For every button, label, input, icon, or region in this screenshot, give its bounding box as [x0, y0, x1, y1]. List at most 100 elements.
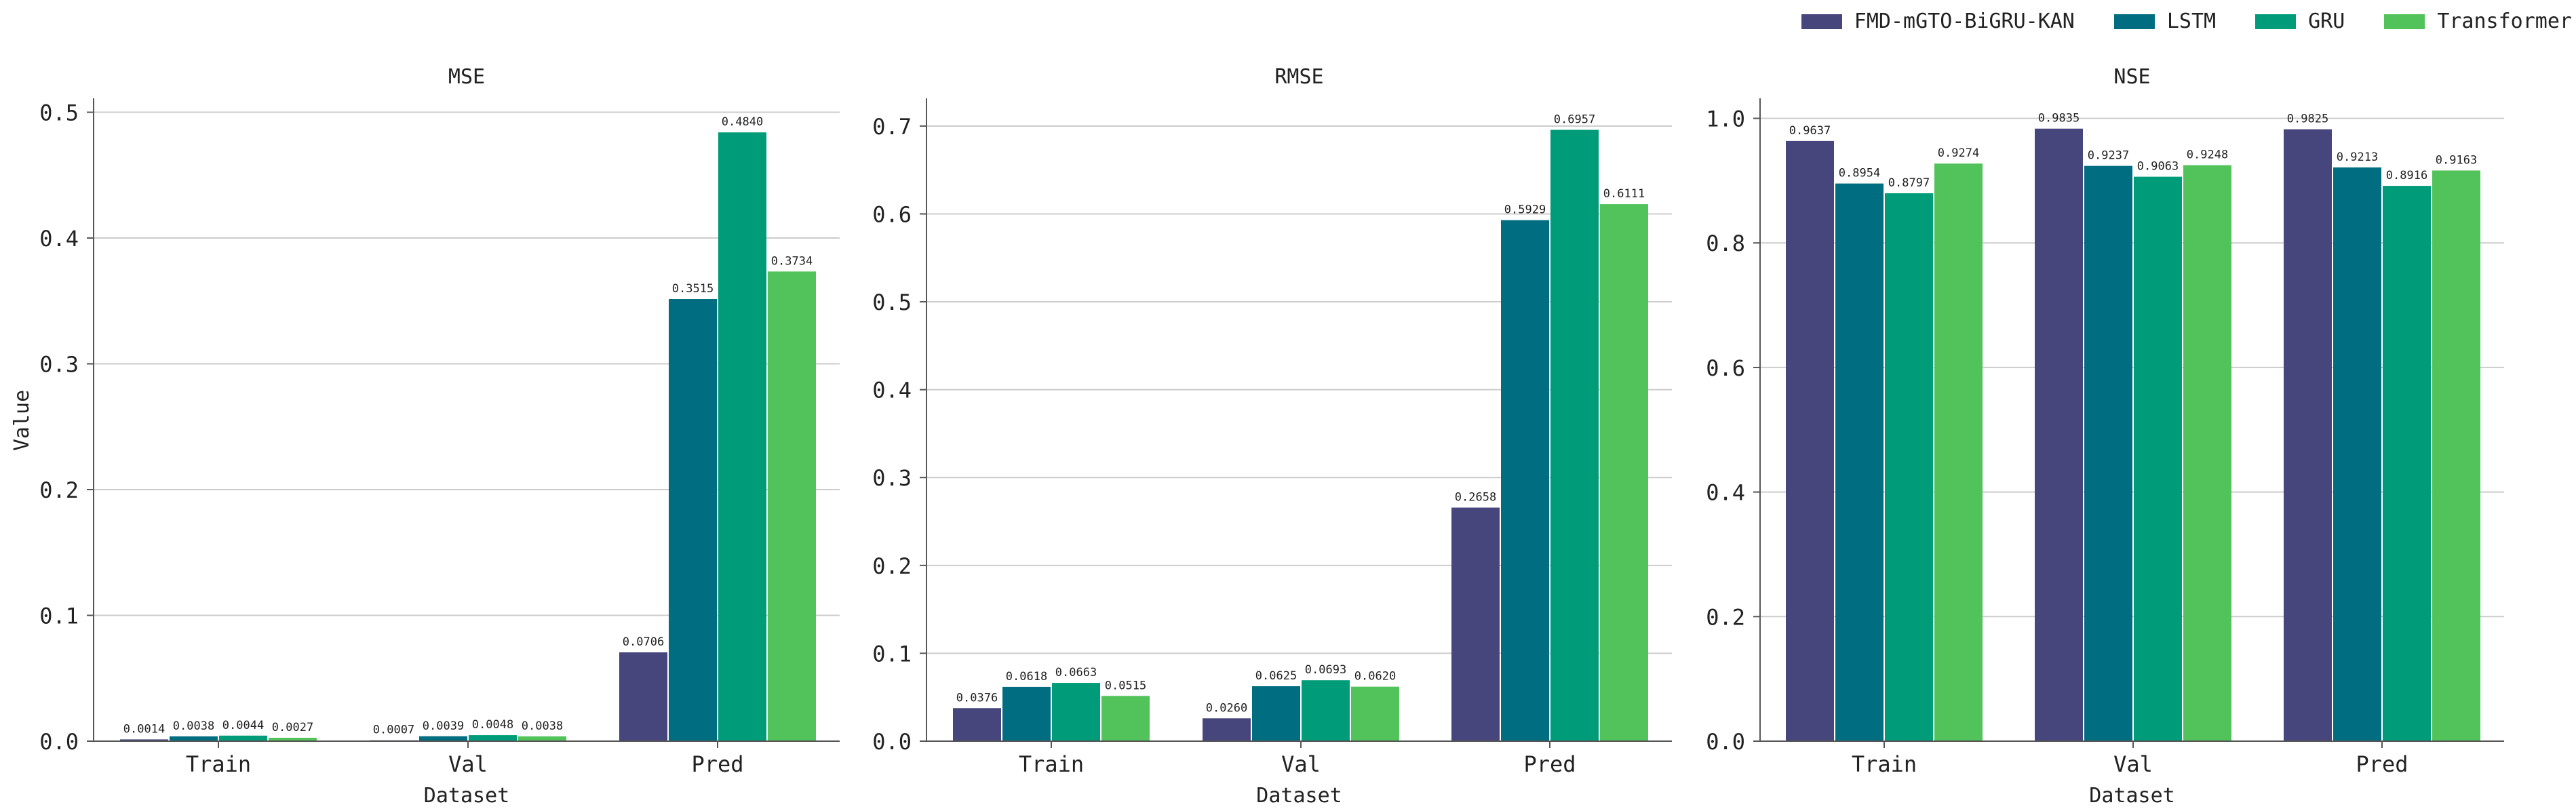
panel-1-ytick-label: 0.1 — [39, 604, 79, 629]
panel-2-ytick-label: 0.0 — [872, 729, 912, 755]
panel-3-data-label: 0.9063 — [2137, 160, 2179, 174]
panel-3-ytick-label: 0.0 — [1706, 729, 1745, 755]
panel-1-bar — [469, 735, 517, 741]
panel-3-data-label: 0.9274 — [1938, 146, 1979, 160]
panel-1-bar — [518, 736, 566, 741]
panel-1-bar — [768, 271, 816, 741]
panel-1-data-label: 0.0038 — [173, 719, 214, 733]
legend-label-transformer: Transformer — [2437, 9, 2572, 33]
panel-3-xlabel: Dataset — [2089, 784, 2174, 808]
panel-2-bar — [1501, 220, 1549, 741]
panel-1-data-label: 0.0039 — [423, 719, 464, 733]
panel-3-xtick-label: Train — [1852, 751, 1917, 777]
panel-3-data-label: 0.8916 — [2386, 169, 2427, 182]
panel-1-xlabel: Dataset — [424, 784, 509, 808]
panel-2-ytick-label: 0.1 — [872, 641, 912, 667]
panel-1-data-label: 0.0027 — [272, 721, 313, 734]
panel-2-data-label: 0.6111 — [1603, 187, 1645, 201]
panel-1-bar — [269, 737, 317, 741]
legend-swatch-transformer — [2384, 14, 2425, 29]
panel-2-ytick-label: 0.7 — [872, 114, 912, 140]
panel-2-xtick-label: Pred — [1523, 751, 1576, 777]
panel-3-data-label: 0.9163 — [2436, 153, 2477, 167]
panel-3-bar — [2432, 170, 2480, 742]
panel-3-bar — [1885, 193, 1933, 742]
panel-1-data-label: 0.0048 — [472, 718, 513, 732]
panel-3-ytick-label: 0.8 — [1706, 231, 1745, 256]
panel-2-title: RMSE — [1274, 65, 1323, 89]
panel-2-ytick-label: 0.3 — [872, 465, 912, 491]
panel-2-bar — [953, 708, 1001, 741]
panel-1-data-label: 0.0706 — [623, 635, 664, 649]
legend-item-gru: GRU — [2255, 9, 2345, 33]
panel-1-title: MSE — [448, 65, 485, 89]
panel-2-ytick-label: 0.6 — [872, 201, 912, 227]
panel-1-data-label: 0.3734 — [771, 254, 813, 268]
panel-1-ytick-label: 0.2 — [39, 477, 79, 503]
panel-1-data-label: 0.3515 — [672, 282, 714, 296]
panel-3-data-label: 0.8954 — [1839, 167, 1880, 180]
panel-1-data-label: 0.4840 — [722, 115, 763, 129]
panel-2-data-label: 0.0515 — [1105, 679, 1146, 692]
legend-item-fmd: FMD-mGTO-BiGRU-KAN — [1801, 9, 2075, 33]
panel-2-bar — [1550, 130, 1599, 741]
panel-1-bar — [170, 736, 218, 741]
panel-3-bar — [2333, 167, 2381, 741]
panel-2-data-label: 0.0620 — [1354, 670, 1396, 684]
panel-2-bar — [1302, 680, 1350, 741]
panel-2-bar — [1252, 686, 1300, 741]
panel-3-xtick-label: Val — [2113, 751, 2153, 777]
panel-3-bar — [2183, 165, 2231, 741]
panel-1-ytick-label: 0.5 — [39, 100, 79, 126]
panel-1-data-label: 0.0007 — [373, 724, 414, 737]
panel-2-data-label: 0.5929 — [1504, 203, 1546, 217]
panel-2-data-label: 0.2658 — [1455, 491, 1496, 505]
panel-2-xlabel: Dataset — [1256, 784, 1342, 808]
panel-2-bar — [1451, 507, 1500, 741]
panel-2-ytick-label: 0.5 — [872, 290, 912, 315]
panel-3-data-label: 0.9213 — [2337, 151, 2378, 164]
panel-2-xtick-label: Val — [1281, 751, 1321, 777]
legend-swatch-fmd — [1801, 14, 1842, 29]
panel-1-data-label: 0.0038 — [522, 719, 563, 733]
panel-3-xtick-label: Pred — [2356, 751, 2408, 777]
panel-1-bar — [669, 299, 717, 741]
legend-swatch-lstm — [2113, 14, 2155, 29]
legend-label-fmd: FMD-mGTO-BiGRU-KAN — [1854, 9, 2075, 33]
panel-1-bar — [120, 739, 168, 741]
panel-1-xtick-label: Val — [448, 751, 488, 777]
panel-3-data-label: 0.9637 — [1789, 124, 1831, 138]
panel-2-xtick-label: Train — [1019, 751, 1084, 777]
panel-3-ytick-label: 0.6 — [1706, 355, 1745, 381]
panel-2-data-label: 0.0693 — [1305, 663, 1346, 677]
panel-2-data-label: 0.0663 — [1055, 666, 1097, 679]
panel-3-data-label: 0.8797 — [1888, 176, 1930, 190]
panel-2-bar — [1203, 718, 1251, 741]
panel-3-bar — [2035, 128, 2083, 741]
panel-2-bar — [1002, 686, 1051, 741]
panel-1-ytick-label: 0.0 — [39, 729, 79, 755]
panel-2-bar — [1052, 683, 1100, 741]
panel-1-xtick-label: Pred — [691, 751, 743, 777]
panel-3-data-label: 0.9835 — [2038, 112, 2080, 125]
panel-1-bar — [619, 652, 667, 741]
panel-1-bar — [219, 735, 267, 741]
panel-1-bar — [718, 132, 766, 742]
panel-1-data-label: 0.0044 — [222, 719, 264, 732]
panel-3-bar — [2284, 129, 2332, 741]
panel-1-ylabel: Value — [10, 390, 34, 451]
panel-2-data-label: 0.0625 — [1255, 669, 1297, 683]
panel-2-ytick-label: 0.2 — [872, 553, 912, 579]
panel-2-ytick-label: 0.4 — [872, 378, 912, 403]
chart-legend: FMD-mGTO-BiGRU-KAN LSTM GRU Transformer — [1801, 9, 2572, 33]
panel-1-ytick-label: 0.4 — [39, 226, 79, 252]
panel-2-data-label: 0.0618 — [1006, 670, 1047, 684]
panel-3-bar — [2383, 186, 2431, 741]
legend-item-lstm: LSTM — [2113, 9, 2217, 33]
panel-3-bar — [2084, 165, 2132, 742]
panel-3-bar — [1835, 183, 1884, 741]
panel-2-data-label: 0.0260 — [1206, 701, 1247, 715]
panel-1-xtick-label: Train — [186, 751, 251, 777]
legend-label-lstm: LSTM — [2166, 9, 2217, 33]
